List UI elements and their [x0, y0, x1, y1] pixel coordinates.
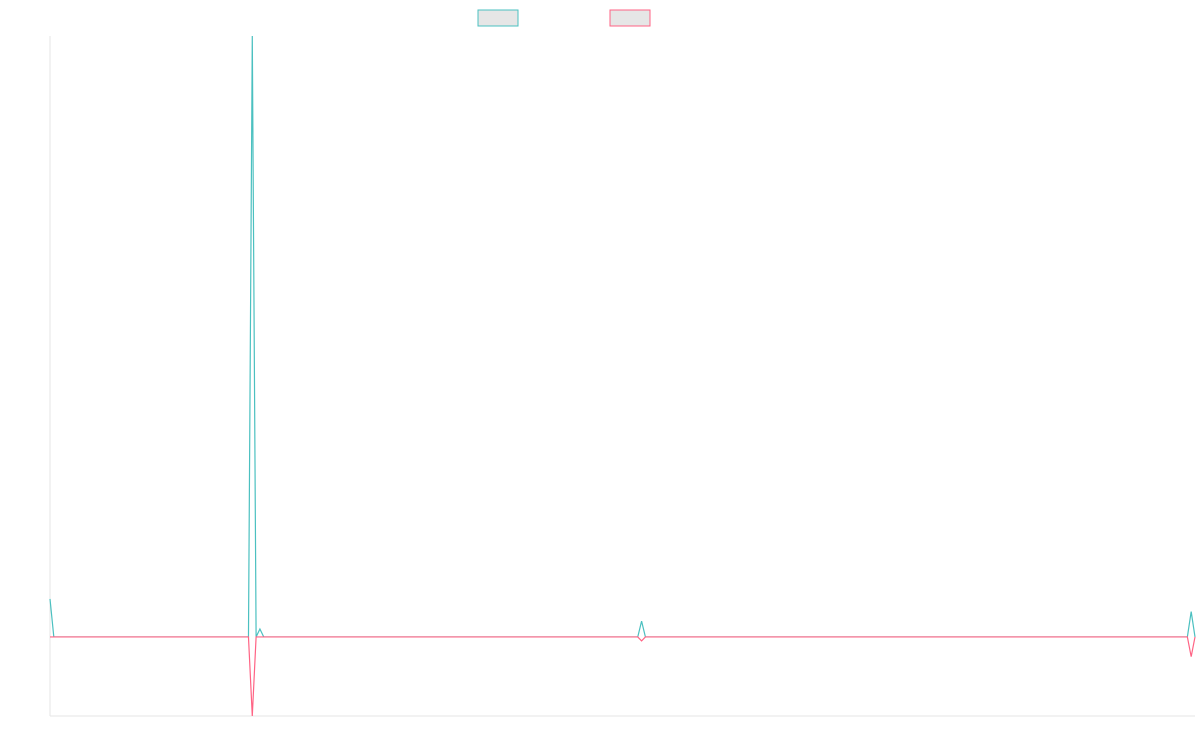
legend-swatch[interactable]	[477, 9, 519, 27]
data-line	[49, 35, 1196, 638]
data-line	[50, 636, 1196, 717]
legend-swatch[interactable]	[609, 9, 651, 27]
